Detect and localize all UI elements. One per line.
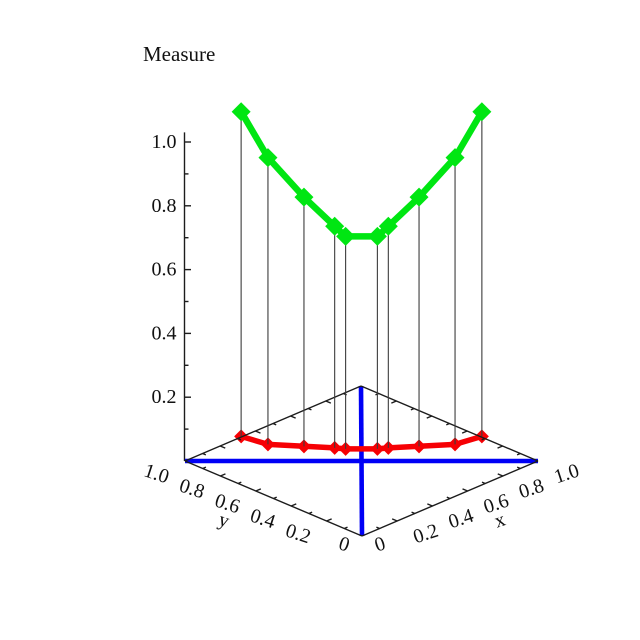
x-axis-tick-label: 0.4 (446, 505, 477, 534)
z-axis-tick-label: 0.2 (152, 386, 177, 408)
x-axis-tick-label: 0 (372, 532, 388, 556)
back-left-edge-tick (237, 437, 242, 441)
back-right-edge-tick (446, 422, 450, 426)
y-axis-tick-label: 0 (336, 532, 352, 556)
y-axis-tick (237, 481, 242, 485)
y-axis-tick (220, 473, 226, 477)
back-left-edge-tick (272, 422, 277, 426)
x-axis-tick (446, 496, 451, 500)
z-axis-tick-label: 0.8 (152, 195, 177, 217)
y-axis-tick (290, 503, 297, 507)
x-axis-tick-label: 0.2 (411, 520, 442, 549)
y-axis-tick (255, 488, 262, 492)
x-axis-tick (481, 481, 486, 485)
y-axis-tick (202, 466, 207, 470)
y-axis-tick (344, 526, 348, 530)
z-axis-tick-label: 0.6 (152, 259, 177, 281)
back-left-edge-tick (255, 430, 261, 434)
y-axis-tick (326, 518, 332, 522)
back-right-edge-tick (497, 445, 503, 449)
x-axis-tick-label: 1.0 (551, 460, 582, 489)
y-axis-tick (308, 511, 313, 515)
x-axis-tick (497, 473, 504, 477)
base-diagonal-vertical (358, 385, 365, 537)
z-axis-tick-label: 0.4 (152, 322, 177, 344)
y-axis-tick-label: 0.4 (247, 505, 278, 534)
back-right-edge-tick (391, 400, 397, 404)
back-right-edge-tick (410, 407, 415, 411)
x-axis-tick-label: 0.8 (516, 475, 547, 504)
y-axis-tick (273, 496, 277, 500)
y-axis-tick-label: 0.8 (177, 475, 208, 504)
back-left-edge-tick (202, 452, 207, 456)
y-axis-tick-label: 0.2 (283, 520, 314, 549)
back-right-edge-tick (481, 437, 486, 441)
x-axis-tick (411, 511, 416, 515)
back-left-edge-tick (325, 400, 332, 404)
upper-curve-markers (231, 102, 492, 246)
x-axis-tick (462, 488, 468, 492)
back-right-edge-tick (461, 430, 468, 434)
lower-curve-line (238, 433, 485, 452)
x-axis-tick (376, 526, 380, 530)
back-right-edge-tick (516, 452, 521, 456)
z-axis-title: Measure (143, 42, 215, 66)
back-left-edge-tick (219, 445, 226, 449)
back-left-edge-tick (290, 415, 296, 419)
x-axis-tick (516, 466, 521, 470)
x-axis-tick (391, 518, 398, 522)
back-right-edge-tick (426, 415, 433, 419)
back-left-edge-tick (307, 407, 312, 411)
z-axis-tick-label: 1.0 (152, 131, 177, 153)
upper-curve-line (237, 108, 486, 240)
x-axis-tick (427, 503, 433, 507)
y-axis-tick-label: 1.0 (141, 460, 172, 489)
